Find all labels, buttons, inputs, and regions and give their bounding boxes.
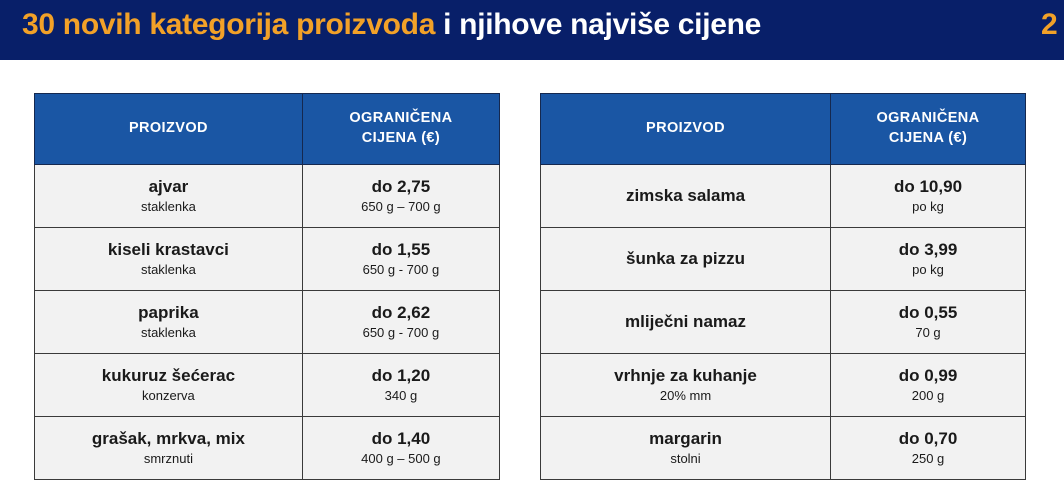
table-row: vrhnje za kuhanje 20% mm do 0,99 200 g xyxy=(539,353,1026,417)
price-detail: 200 g xyxy=(911,387,945,403)
table-row: šunka za pizzu do 3,99 po kg xyxy=(539,227,1026,291)
table-header-row: PROIZVOD OGRANIČENA CIJENA (€) xyxy=(539,93,1026,165)
table-row: paprika staklenka do 2,62 650 g - 700 g xyxy=(34,290,501,354)
product-cell: kukuruz šećerac konzerva xyxy=(34,353,303,417)
price-detail: po kg xyxy=(912,198,944,214)
product-name: ajvar xyxy=(148,177,189,197)
product-cell: margarin stolni xyxy=(539,416,832,480)
right-table-container: PROIZVOD OGRANIČENA CIJENA (€) zimska sa… xyxy=(539,93,1026,480)
column-header-product: PROIZVOD xyxy=(34,93,303,165)
table-row: grašak, mrkva, mix smrznuti do 1,40 400 … xyxy=(34,416,501,480)
product-name: vrhnje za kuhanje xyxy=(614,366,757,386)
slide-title-plain: i njihove najviše cijene xyxy=(435,8,762,41)
right-table: PROIZVOD OGRANIČENA CIJENA (€) zimska sa… xyxy=(539,93,1026,480)
product-name: zimska salama xyxy=(625,186,746,206)
price-detail: 650 g - 700 g xyxy=(362,324,440,340)
price-detail: 340 g xyxy=(384,387,418,403)
price-cell: do 1,55 650 g - 700 g xyxy=(301,227,501,291)
table-row: mliječni namaz do 0,55 70 g xyxy=(539,290,1026,354)
product-detail: staklenka xyxy=(140,324,196,340)
product-cell: paprika staklenka xyxy=(34,290,303,354)
column-header-product-label: PROIZVOD xyxy=(128,120,208,137)
price-value: do 0,99 xyxy=(898,366,958,386)
left-table-container: PROIZVOD OGRANIČENA CIJENA (€) ajvar sta… xyxy=(34,93,501,480)
slide-title-accent: 30 novih kategorija proizvoda xyxy=(22,8,436,41)
column-header-price-line2: CIJENA (€) xyxy=(888,130,968,146)
price-cell: do 10,90 po kg xyxy=(830,164,1026,228)
slide-title-band: 30 novih kategorija proizvoda i njihove … xyxy=(0,0,1064,60)
product-cell: ajvar staklenka xyxy=(34,164,303,228)
price-detail: 250 g xyxy=(911,450,945,466)
product-detail: stolni xyxy=(670,450,701,466)
table-header-row: PROIZVOD OGRANIČENA CIJENA (€) xyxy=(34,93,501,165)
price-value: do 1,55 xyxy=(371,240,431,260)
product-name: grašak, mrkva, mix xyxy=(91,429,245,449)
price-detail: 400 g – 500 g xyxy=(361,450,441,466)
price-detail: 650 g – 700 g xyxy=(361,198,441,214)
price-value: do 1,20 xyxy=(371,366,431,386)
price-cell: do 1,20 340 g xyxy=(301,353,501,417)
product-cell: vrhnje za kuhanje 20% mm xyxy=(539,353,832,417)
column-header-product-label: PROIZVOD xyxy=(646,120,725,137)
price-cell: do 0,70 250 g xyxy=(830,416,1026,480)
product-detail: 20% mm xyxy=(659,387,712,403)
page-number: 2 xyxy=(1041,8,1058,41)
price-detail: po kg xyxy=(912,261,944,277)
table-row: ajvar staklenka do 2,75 650 g – 700 g xyxy=(34,164,501,228)
price-value: do 3,99 xyxy=(898,240,958,260)
product-name: kiseli krastavci xyxy=(107,240,229,260)
product-name: paprika xyxy=(138,303,199,323)
product-name: šunka za pizzu xyxy=(625,249,746,269)
price-value: do 1,40 xyxy=(371,429,431,449)
price-cell: do 2,62 650 g - 700 g xyxy=(301,290,501,354)
product-name: kukuruz šećerac xyxy=(101,366,236,386)
column-header-price: OGRANIČENA CIJENA (€) xyxy=(301,93,501,165)
product-detail: staklenka xyxy=(140,198,196,214)
price-cell: do 2,75 650 g – 700 g xyxy=(301,164,501,228)
column-header-price-line2: CIJENA (€) xyxy=(361,130,441,146)
column-header-price-line1: OGRANIČENA xyxy=(349,110,453,127)
price-detail: 70 g xyxy=(915,324,941,340)
table-row: zimska salama do 10,90 po kg xyxy=(539,164,1026,228)
price-value: do 0,55 xyxy=(898,303,958,323)
price-cell: do 3,99 po kg xyxy=(830,227,1026,291)
product-cell: kiseli krastavci staklenka xyxy=(34,227,303,291)
price-value: do 10,90 xyxy=(893,177,963,197)
product-cell: grašak, mrkva, mix smrznuti xyxy=(34,416,303,480)
table-row: kukuruz šećerac konzerva do 1,20 340 g xyxy=(34,353,501,417)
slide-title: 30 novih kategorija proizvoda i njihove … xyxy=(22,8,761,42)
price-value: do 0,70 xyxy=(898,429,958,449)
price-cell: do 0,99 200 g xyxy=(830,353,1026,417)
price-value: do 2,75 xyxy=(371,177,431,197)
product-detail: smrznuti xyxy=(143,450,193,466)
product-detail: staklenka xyxy=(140,261,196,277)
product-name: mliječni namaz xyxy=(625,312,746,332)
column-header-price-line1: OGRANIČENA xyxy=(876,110,980,127)
price-value: do 2,62 xyxy=(371,303,431,323)
price-cell: do 1,40 400 g – 500 g xyxy=(301,416,501,480)
price-cell: do 0,55 70 g xyxy=(830,290,1026,354)
product-cell: zimska salama xyxy=(539,164,832,228)
product-cell: mliječni namaz xyxy=(539,290,832,354)
product-cell: šunka za pizzu xyxy=(539,227,832,291)
column-header-price: OGRANIČENA CIJENA (€) xyxy=(830,93,1026,165)
product-name: margarin xyxy=(649,429,722,449)
table-row: kiseli krastavci staklenka do 1,55 650 g… xyxy=(34,227,501,291)
table-row: margarin stolni do 0,70 250 g xyxy=(539,416,1026,480)
left-table: PROIZVOD OGRANIČENA CIJENA (€) ajvar sta… xyxy=(34,93,501,480)
product-detail: konzerva xyxy=(142,387,195,403)
price-detail: 650 g - 700 g xyxy=(362,261,440,277)
column-header-product: PROIZVOD xyxy=(539,93,832,165)
